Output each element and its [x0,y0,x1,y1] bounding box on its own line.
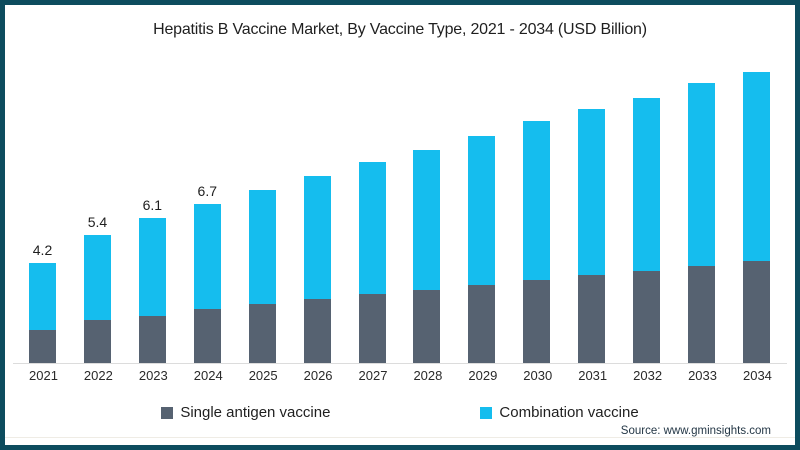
bar-segment-combination [578,109,606,276]
source-note: Source: www.gminsights.com [620,425,771,437]
bar-segment-single-antigen [138,315,166,363]
bar-chart: 4.2 5.4 6.1 6.7 [29,71,770,363]
bar-segment-single-antigen [523,280,551,363]
x-axis-line [13,363,787,364]
legend-swatch-single-antigen [161,406,174,419]
bar-group: 6.7 [193,183,221,363]
footer-divider [5,437,795,438]
x-axis-label: 2028 [413,368,443,383]
bar-value-label: 4.2 [32,242,53,259]
x-axis-label: 2022 [83,368,113,383]
bar-group [523,121,551,363]
x-axis-label: 2027 [358,368,388,383]
bar-segment-combination [633,97,661,271]
legend-item-single-antigen: Single antigen vaccine [161,404,330,421]
bar-group [248,189,276,363]
bar-segment-single-antigen [29,329,56,363]
bar-segment-combination [193,204,221,309]
bar-group [578,109,606,363]
bar-group [633,97,661,363]
x-axis-label: 2030 [523,368,553,383]
bar-segment-single-antigen [742,261,770,363]
bar-group [688,83,716,363]
plot-area: 4.2 5.4 6.1 6.7 [5,5,795,364]
x-axis-label: 2032 [633,368,663,383]
bar-group [468,135,496,363]
legend: Single antigen vaccine Combination vacci… [5,404,795,421]
bar-group [413,149,441,363]
bar-group [358,161,386,363]
bar-segment-single-antigen [578,275,606,363]
bar-value-label: 6.7 [197,183,217,200]
chart-title: Hepatitis B Vaccine Market, By Vaccine T… [153,21,647,38]
bar-segment-single-antigen [633,270,661,363]
x-axis-label: 2029 [468,368,498,383]
bar-segment-combination [413,149,441,290]
bar-segment-combination [468,135,496,285]
legend-label-combination: Combination vaccine [499,404,639,421]
bar-value-label: 5.4 [87,214,108,231]
bar-segment-single-antigen [193,308,221,363]
bar-group [303,175,331,363]
bar-segment-combination [688,83,716,266]
bar-group: 4.2 [29,242,56,363]
bar-segment-combination [303,175,331,299]
bar-segment-single-antigen [83,320,111,363]
bar-segment-single-antigen [413,289,441,363]
bar-group: 6.1 [138,197,166,363]
bar-value-label: 6.1 [142,197,163,214]
bar-segment-combination [138,218,166,316]
legend-item-combination: Combination vaccine [480,404,639,421]
bar-segment-single-antigen [468,284,496,363]
bar-group [742,71,770,363]
x-axis-labels: 2021 2022 2023 2024 2025 2026 2027 2028 2029 2030… [29,368,772,383]
bar-segment-combination [523,121,551,280]
x-axis-label: 2021 [29,368,58,383]
bar-segment-combination [358,161,386,295]
bar-segment-combination [83,235,111,321]
x-axis-label: 2031 [578,368,608,383]
legend-label-single-antigen: Single antigen vaccine [180,404,331,421]
bar-segment-combination [742,71,770,262]
x-axis-label: 2033 [688,368,717,383]
bar-segment-single-antigen [248,303,276,363]
x-axis-label: 2023 [138,368,168,383]
bar-segment-combination [248,189,276,304]
bar-segment-combination [29,263,56,330]
x-axis-label: 2034 [742,368,772,383]
x-axis-label: 2024 [193,368,223,383]
bar-segment-single-antigen [688,265,716,363]
x-axis-label: 2026 [303,368,333,383]
bar-segment-single-antigen [303,299,331,363]
x-axis-label: 2025 [248,368,278,383]
bar-segment-single-antigen [358,294,386,363]
bar-group: 5.4 [83,214,111,363]
legend-swatch-combination [480,406,493,419]
